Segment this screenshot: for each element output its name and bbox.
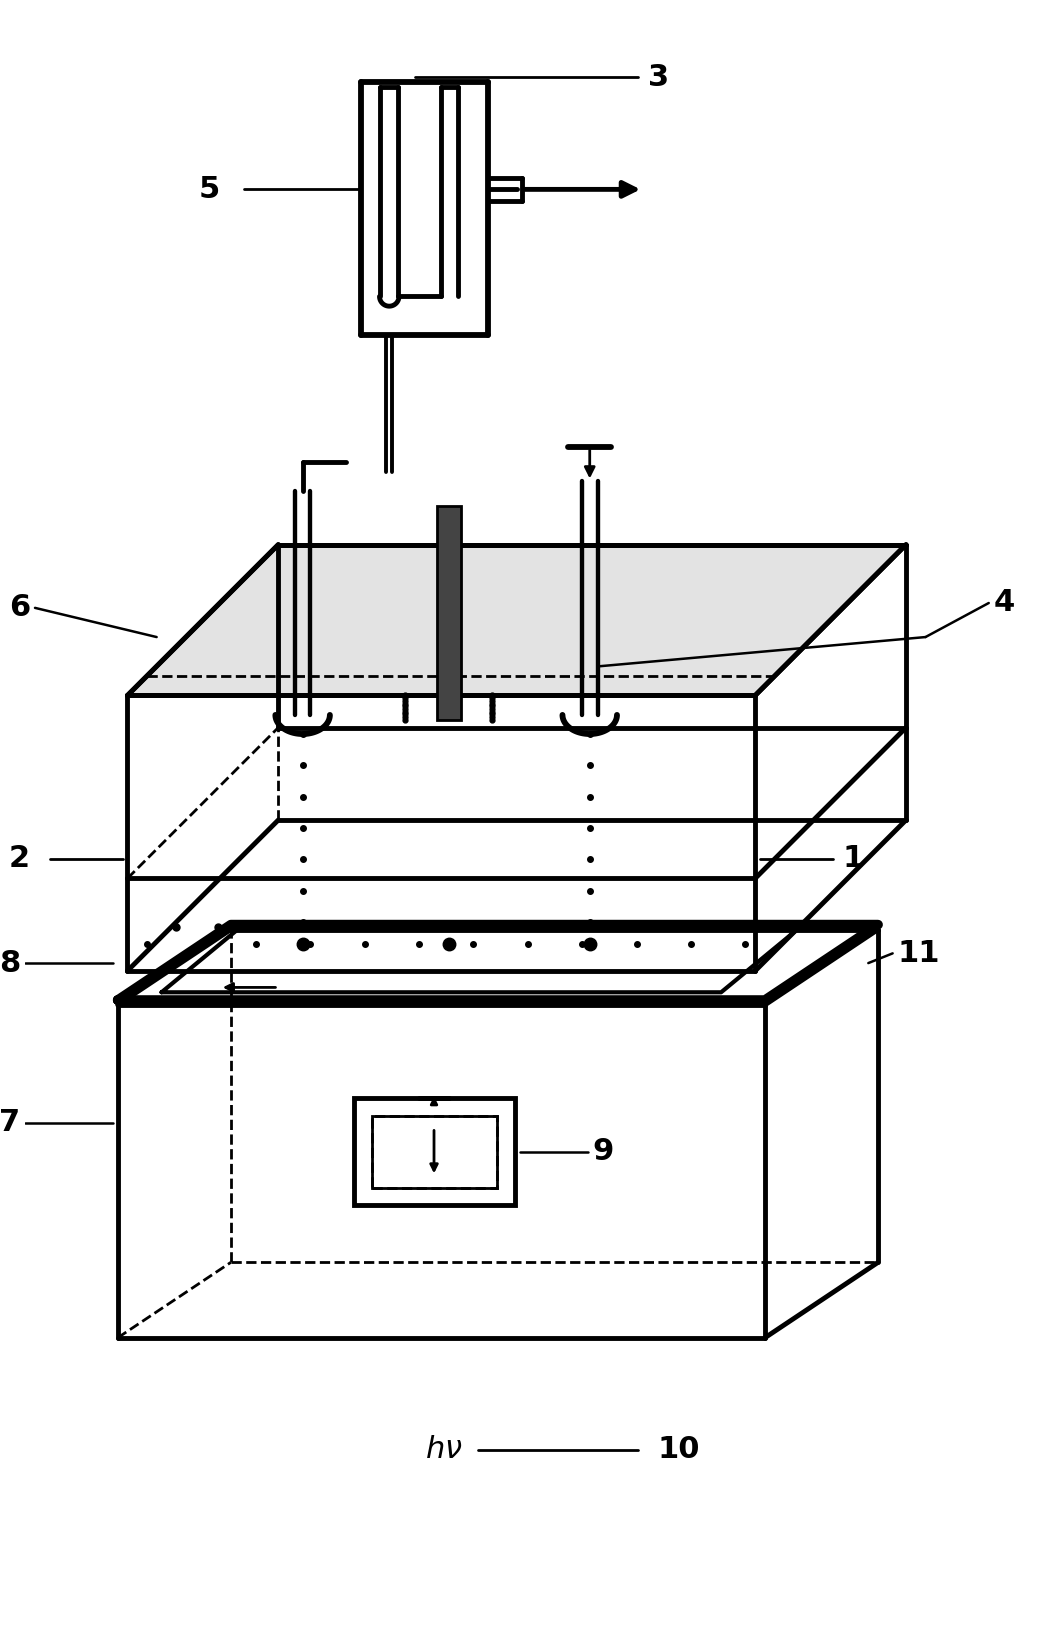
Bar [372, 1117, 497, 1187]
Bar [354, 1098, 515, 1205]
Text: 10: 10 [658, 1435, 700, 1465]
Text: 6: 6 [8, 593, 30, 622]
Polygon shape [128, 545, 906, 696]
Text: 9: 9 [593, 1138, 614, 1166]
Text: 11: 11 [897, 939, 940, 967]
Text: 8: 8 [0, 949, 20, 977]
Text: 3: 3 [648, 62, 669, 92]
Text: 2: 2 [9, 844, 30, 874]
Text: 1: 1 [843, 844, 864, 874]
Bar [372, 1117, 497, 1187]
Bar [437, 506, 462, 719]
Text: 7: 7 [0, 1108, 20, 1138]
Text: 5: 5 [199, 176, 220, 204]
Text: 4: 4 [994, 588, 1015, 617]
Text: $h\nu$: $h\nu$ [425, 1433, 463, 1465]
